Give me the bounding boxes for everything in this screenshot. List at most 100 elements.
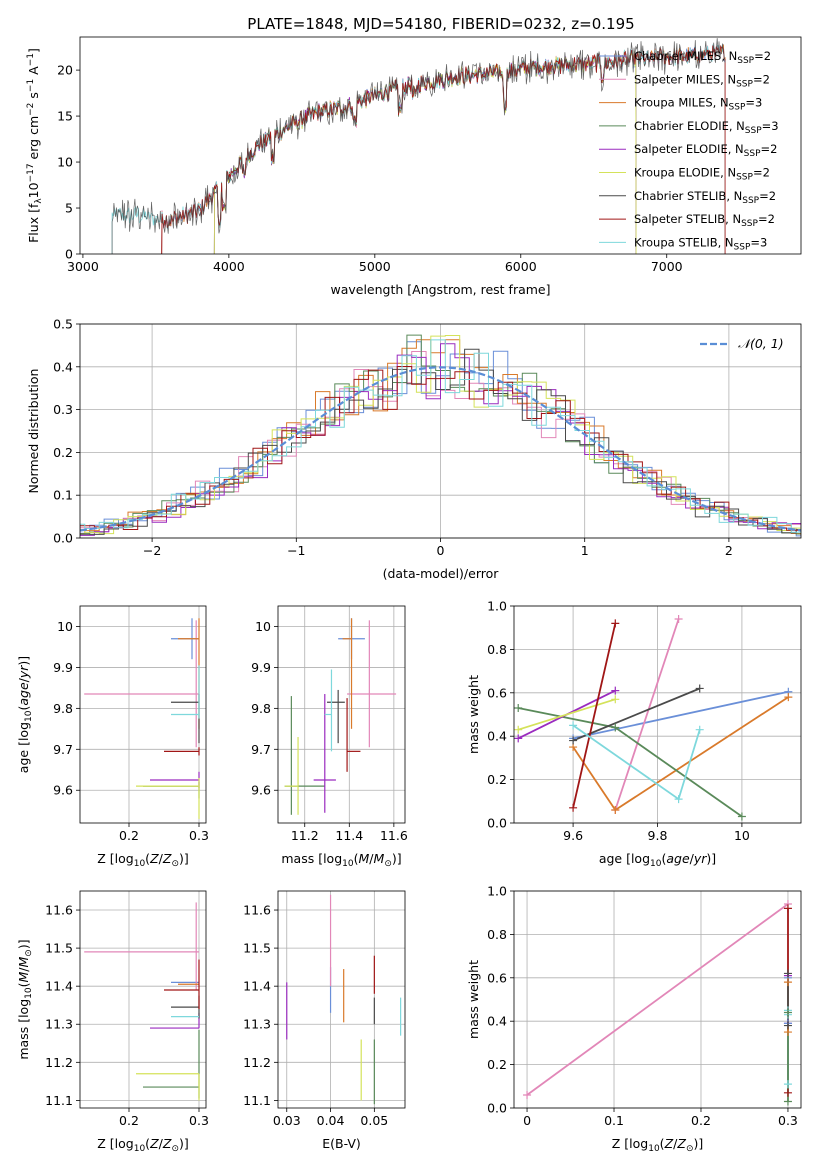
x-tick-label: 3000 (67, 259, 99, 274)
weight-marker-salpeter-elodie (611, 686, 620, 695)
x-tick-label: 0.05 (360, 1113, 388, 1128)
x-axis-label-part: 10 (342, 859, 354, 869)
weight-marker-chabrier-stelib (695, 684, 704, 693)
plot-area-mass_vs_ebv (286, 894, 402, 1105)
weight-marker-kroupa-miles (611, 805, 620, 814)
weight-marker-kroupa-stelib (695, 725, 704, 734)
x-tick-label: 1 (581, 543, 589, 558)
y-axis-label-part: −1 (26, 53, 36, 66)
y-axis-label-part: M (16, 972, 31, 983)
x-axis-label-part: 10 (648, 1144, 660, 1154)
legend-entry-part: SSP (745, 126, 762, 136)
weight-marker-chabrier-stelib (569, 736, 578, 745)
y-tick-label: 11.1 (243, 1093, 271, 1108)
x-tick-label: 0.3 (189, 1113, 209, 1128)
x-axis-label-part: yr (693, 851, 707, 866)
y-axis-label-part: mass [log (16, 999, 31, 1060)
y-tick-label: 0.4 (487, 729, 507, 744)
x-tick-label: 11.6 (380, 828, 408, 843)
x-axis-label-part: )] (392, 851, 402, 866)
y-tick-label: 11.4 (45, 979, 73, 994)
y-tick-label: 9.8 (53, 701, 73, 716)
y-tick-label: 1.0 (487, 884, 507, 899)
x-tick-label: 0.3 (778, 1113, 798, 1128)
x-tick-label: 0 (437, 543, 445, 558)
x-tick-label: 0.03 (273, 1113, 301, 1128)
spectrum-data (111, 38, 726, 254)
x-axis-label-part: / (690, 851, 695, 866)
legend-entry-part: SSP (744, 149, 761, 159)
x-axis-label-part: / (369, 851, 374, 866)
y-tick-label: 10 (57, 619, 73, 634)
legend-entry-part: SSP (737, 56, 754, 66)
y-tick-label: 0.6 (487, 685, 507, 700)
x-axis-label: wavelength [Angstrom, rest frame] (330, 282, 550, 297)
x-axis-label-part: age [log (599, 851, 650, 866)
y-tick-label: 11.6 (243, 903, 271, 918)
x-axis-label-part: ( (661, 851, 666, 866)
weight-line-salpeter-stelib (572, 623, 617, 809)
x-tick-label: 9.8 (648, 828, 668, 843)
x-tick-label: 0.1 (604, 1113, 624, 1128)
x-tick-label: 0 (523, 1113, 531, 1128)
legend-entry-part: Chabrier MILES, N (634, 49, 737, 63)
axes-frame (513, 890, 802, 1109)
y-tick-label: 0.8 (487, 927, 507, 942)
legend-entry: Kroupa MILES, NSSP=3 (634, 96, 762, 113)
y-axis-label-part: age [log (16, 722, 31, 773)
x-axis-label-part: )] (179, 851, 189, 866)
x-axis-label-part: Z [log (612, 1136, 648, 1151)
y-axis-label-part: A (26, 66, 41, 79)
weight-marker-salpeter-elodie (514, 734, 523, 743)
legend-entry: Salpeter STELIB, NSSP=2 (634, 212, 775, 229)
y-tick-label: 11.4 (243, 979, 271, 994)
legend-entry-part: Salpeter ELODIE, N (634, 142, 744, 156)
y-axis-label-part: 10 (24, 710, 34, 722)
x-tick-label: 0.2 (119, 1113, 139, 1128)
weight-line-chabrier-stelib (572, 687, 701, 742)
x-axis-label-part: )] (179, 1136, 189, 1151)
y-axis-label-part: −1 (26, 79, 36, 92)
y-axis-label-part: 10 (26, 182, 41, 198)
legend-entry: Chabrier MILES, NSSP=2 (634, 49, 771, 66)
weight-marker-kroupa-stelib (783, 1080, 792, 1089)
weight-marker-kroupa-stelib (569, 721, 578, 730)
x-axis-label-part: )] (693, 1136, 703, 1151)
x-tick-label: 6000 (505, 259, 537, 274)
histogram-salpeter-elodie (80, 343, 801, 536)
x-axis-label-part: ⊙ (171, 859, 179, 869)
axes-frame (277, 890, 406, 1109)
y-tick-label: 11.1 (45, 1093, 73, 1108)
y-tick-label: 11.6 (45, 903, 73, 918)
weight-marker-kroupa-elodie (514, 725, 523, 734)
weight-marker-chabrier-stelib (783, 969, 792, 978)
y-tick-label: 9.7 (251, 742, 271, 757)
x-axis-label-part: Z [log (97, 1136, 133, 1151)
y-axis-label: age [log10(age/yr)] (16, 656, 34, 773)
x-axis-label: Z [log10(Z/Z⊙)] (97, 851, 189, 869)
x-axis-label-part: ⊙ (686, 1144, 694, 1154)
figure-title: PLATE=1848, MJD=54180, FIBERID=0232, z=0… (247, 15, 634, 33)
y-tick-label: 0.4 (487, 1014, 507, 1029)
y-tick-label: 0.0 (487, 816, 507, 831)
legend-entry-part: SSP (734, 242, 751, 252)
x-axis-label-part: ( (145, 1136, 150, 1151)
weight-marker-salpeter-stelib (783, 1088, 792, 1097)
x-tick-label: 10 (734, 828, 750, 843)
weight-marker-salpeter-stelib (783, 904, 792, 913)
x-tick-label: 7000 (651, 259, 683, 274)
x-axis-label-part: M (374, 851, 385, 866)
x-tick-label: 0.2 (691, 1113, 711, 1128)
y-tick-label: 11.3 (243, 1017, 271, 1032)
y-tick-label: 0.0 (53, 531, 73, 546)
x-axis-label-part: Z (149, 851, 159, 866)
x-axis-label-part: 10 (134, 859, 146, 869)
y-tick-label: 0.4 (53, 359, 73, 374)
weight-line-salpeter-miles (614, 618, 680, 811)
legend-entry-part: SSP (741, 219, 758, 229)
x-axis-label-part: Z [log (97, 851, 133, 866)
x-tick-label: 0.04 (317, 1113, 345, 1128)
